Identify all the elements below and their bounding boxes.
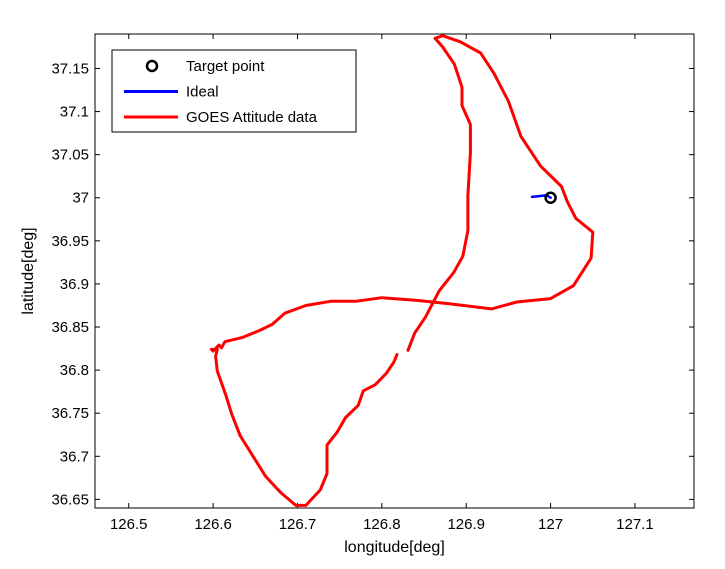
y-tick-label: 37.15 bbox=[51, 60, 89, 77]
x-tick-label: 127 bbox=[538, 516, 563, 533]
y-tick-label: 36.95 bbox=[51, 233, 89, 250]
x-tick-label: 126.9 bbox=[447, 516, 485, 533]
target-point-marker bbox=[544, 191, 557, 204]
y-tick-label: 37.05 bbox=[51, 147, 89, 164]
y-tick-label: 36.85 bbox=[51, 319, 89, 336]
x-axis-title: longitude[deg] bbox=[344, 539, 445, 556]
legend-label: Ideal bbox=[186, 84, 219, 101]
x-tick-label: 127.1 bbox=[616, 516, 654, 533]
x-tick-label: 126.5 bbox=[110, 516, 148, 533]
x-axis: 126.5 126.6 126.7 126.8 126.9 127 127.1 bbox=[110, 34, 654, 533]
x-tick-label: 126.8 bbox=[363, 516, 401, 533]
series-layer bbox=[209, 34, 595, 507]
x-tick-label: 126.6 bbox=[194, 516, 232, 533]
y-axis: 36.65 36.7 36.75 36.8 36.85 36.9 36.95 37 37.05 3… bbox=[51, 60, 694, 508]
plot-frame bbox=[94, 33, 695, 509]
y-axis-title: latitude[deg] bbox=[20, 227, 37, 314]
legend-label: GOES Attitude data bbox=[186, 109, 318, 126]
y-tick-label: 36.7 bbox=[60, 448, 89, 465]
y-tick-label: 37 bbox=[72, 190, 89, 207]
legend: Target point Ideal GOES Attitude data bbox=[111, 49, 357, 133]
y-tick-label: 36.65 bbox=[51, 491, 89, 508]
legend-marker-target-point bbox=[145, 59, 159, 73]
y-tick-label: 36.75 bbox=[51, 405, 89, 422]
y-tick-label: 36.9 bbox=[60, 276, 89, 293]
series-line-goes-attitude bbox=[209, 34, 595, 507]
y-tick-label: 37.1 bbox=[60, 104, 89, 121]
series-line-ideal bbox=[530, 193, 552, 199]
y-tick-label: 36.8 bbox=[60, 362, 89, 379]
legend-label: Target point bbox=[186, 58, 265, 75]
x-tick-label: 126.7 bbox=[279, 516, 317, 533]
